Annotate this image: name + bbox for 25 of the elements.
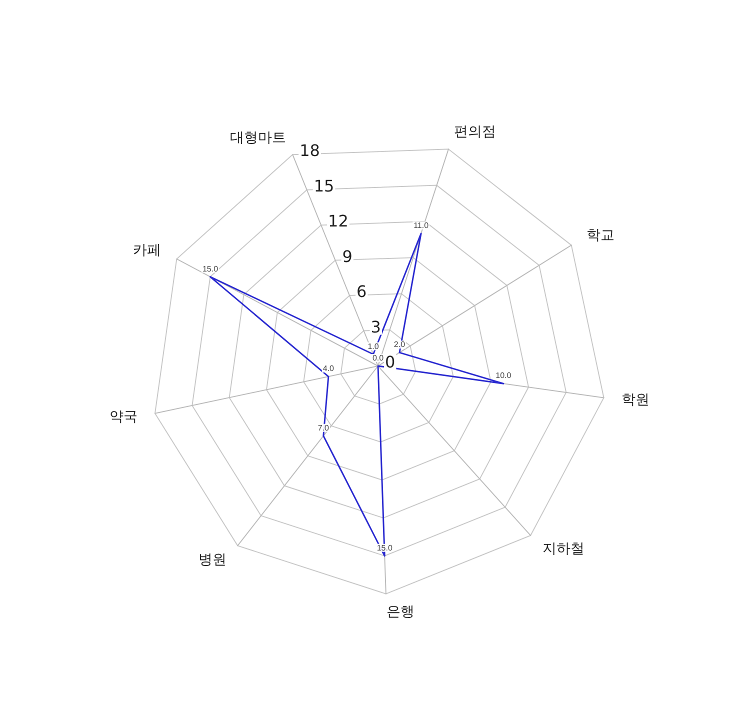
spoke-label: 지하철 (542, 540, 585, 557)
y-tick-label: 12 (328, 212, 348, 231)
data-label: 7.0 (318, 423, 330, 432)
data-label: 1.0 (368, 342, 380, 351)
spoke-label: 대형마트 (230, 130, 286, 146)
spoke-label: 카페 (132, 242, 161, 259)
data-label: 10.0 (496, 371, 512, 380)
y-tick-label: 15 (314, 176, 334, 196)
data-label: 2.0 (394, 340, 406, 350)
spoke-label: 학교 (586, 228, 615, 244)
spoke-label: 병원 (198, 552, 227, 568)
y-tick-label: 18 (300, 141, 320, 160)
y-tick-label: 6 (356, 282, 367, 302)
spoke-label: 은행 (386, 604, 415, 620)
spoke-label: 편의점 (454, 124, 496, 140)
data-label: 11.0 (414, 220, 430, 230)
spoke-label: 학원 (622, 392, 650, 408)
y-tick-label: 3 (370, 317, 381, 336)
data-label: 15.0 (376, 543, 393, 552)
data-label: 4.0 (322, 364, 335, 374)
spoke-label: 약국 (109, 409, 138, 426)
data-label: 15.0 (202, 264, 219, 274)
data-label: 0.0 (372, 354, 384, 362)
y-tick-label: 0 (385, 352, 396, 372)
y-tick-label: 9 (342, 246, 352, 266)
